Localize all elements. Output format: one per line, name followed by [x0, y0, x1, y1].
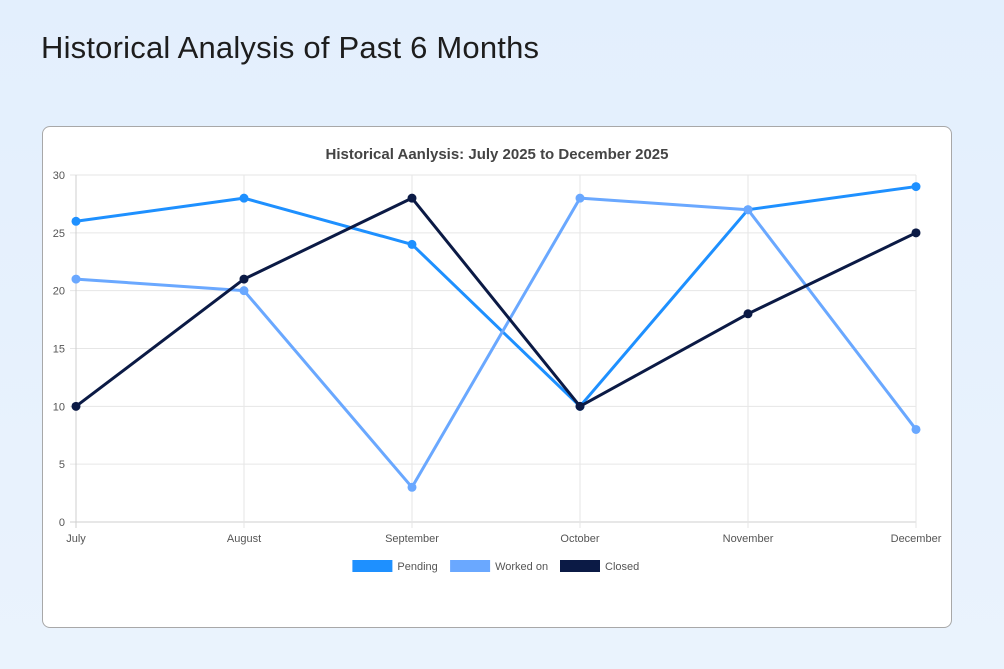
x-tick-label: September	[385, 533, 439, 545]
series-group	[71, 193, 921, 492]
data-point[interactable]	[239, 193, 249, 203]
data-point[interactable]	[407, 239, 417, 249]
legend-swatch	[560, 560, 600, 572]
data-point[interactable]	[911, 228, 921, 238]
legend-swatch	[352, 560, 393, 572]
data-point[interactable]	[575, 401, 585, 411]
x-tick-label: August	[227, 533, 261, 545]
y-tick-label: 20	[53, 286, 65, 298]
chart-card: Historical Aanlysis: July 2025 to Decemb…	[42, 126, 952, 628]
data-point[interactable]	[743, 309, 753, 319]
series-lines	[71, 182, 921, 492]
data-point[interactable]	[743, 205, 753, 215]
y-tick-label: 0	[59, 517, 65, 529]
data-point[interactable]	[71, 216, 81, 226]
data-point[interactable]	[71, 401, 81, 411]
data-point[interactable]	[407, 482, 417, 492]
data-point[interactable]	[239, 274, 249, 284]
y-tick-label: 30	[53, 170, 65, 182]
legend-label: Worked on	[495, 561, 548, 573]
y-tick-label: 25	[53, 228, 65, 240]
x-tick-label: July	[66, 533, 86, 545]
data-point[interactable]	[575, 193, 585, 203]
line-chart: Historical Aanlysis: July 2025 to Decemb…	[53, 146, 942, 573]
data-point[interactable]	[71, 274, 81, 284]
data-point[interactable]	[911, 424, 921, 434]
page-title: Historical Analysis of Past 6 Months	[41, 30, 540, 65]
legend-item[interactable]: Pending	[352, 560, 438, 573]
axes: 0 5 10 15 20 25 30 July August September October No…	[53, 170, 942, 545]
data-point[interactable]	[407, 193, 417, 203]
grid-lines	[70, 174, 917, 528]
x-tick-label: October	[560, 533, 599, 545]
y-tick-label: 10	[53, 401, 65, 413]
series-line	[74, 196, 918, 408]
data-point[interactable]	[911, 182, 921, 192]
legend-label: Pending	[397, 561, 437, 573]
legend-item[interactable]: Closed	[560, 560, 639, 573]
x-tick-label: December	[891, 533, 942, 545]
chart-title: Historical Aanlysis: July 2025 to Decemb…	[326, 146, 669, 163]
series-line	[74, 185, 918, 408]
data-point[interactable]	[239, 286, 249, 296]
series-group	[71, 193, 921, 411]
legend: Pending Worked on Closed	[352, 560, 639, 573]
x-tick-label: November	[723, 533, 774, 545]
legend-swatch	[450, 560, 491, 572]
y-tick-label: 5	[59, 459, 65, 471]
legend-label: Closed	[605, 561, 639, 573]
series-group	[71, 182, 921, 411]
y-tick-label: 15	[53, 344, 65, 356]
series-line	[74, 196, 918, 489]
legend-item[interactable]: Worked on	[450, 560, 548, 573]
